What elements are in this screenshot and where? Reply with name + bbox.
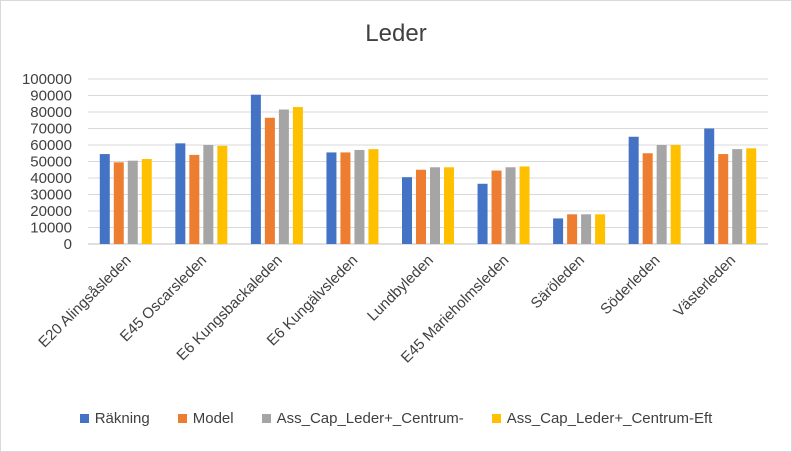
y-tick-label: 100000 xyxy=(22,71,72,88)
legend-label: Model xyxy=(192,410,234,427)
y-tick-label: 40000 xyxy=(30,170,72,187)
bar xyxy=(595,214,606,244)
bar xyxy=(553,218,564,244)
legend-swatch xyxy=(79,414,89,423)
bar xyxy=(264,117,275,244)
bar xyxy=(477,183,488,244)
bar xyxy=(127,160,138,244)
y-tick-label: 20000 xyxy=(30,203,72,220)
chart-title: Leder xyxy=(365,20,427,47)
x-tick-label: Västerleden xyxy=(670,252,739,321)
bar xyxy=(567,214,578,244)
legend-item: Räkning xyxy=(79,410,150,427)
bar xyxy=(430,167,440,244)
bar xyxy=(189,154,200,244)
bar xyxy=(175,143,186,244)
bar xyxy=(326,152,337,244)
bar xyxy=(519,166,530,244)
legend-item: Ass_Cap_Leder+_Centrum-Eft xyxy=(491,410,713,427)
y-tick-label: 80000 xyxy=(30,104,72,121)
bar xyxy=(203,145,214,244)
x-tick-label: Lundbyleden xyxy=(364,252,437,325)
bar xyxy=(354,149,365,244)
bar xyxy=(656,145,667,244)
legend-swatch xyxy=(177,414,187,423)
bar xyxy=(217,145,228,244)
y-tick-label: 0 xyxy=(64,236,72,253)
bar xyxy=(628,136,639,244)
bar xyxy=(718,154,729,244)
legend-swatch xyxy=(261,414,271,423)
bar xyxy=(141,159,152,244)
bar xyxy=(416,169,426,244)
legend-label: Ass_Cap_Leder+_Centrum- xyxy=(276,410,464,427)
legend-swatch xyxy=(491,414,501,423)
y-tick-label: 60000 xyxy=(30,137,72,154)
bar xyxy=(340,152,351,244)
bar xyxy=(732,149,743,244)
bar xyxy=(491,170,502,244)
y-tick-label: 50000 xyxy=(30,154,72,171)
legend-item: Model xyxy=(177,410,234,427)
y-tick-label: 10000 xyxy=(30,220,72,237)
bar xyxy=(642,153,653,244)
x-tick-label: Säröleden xyxy=(528,252,588,312)
bar xyxy=(704,128,715,244)
bar xyxy=(444,167,454,244)
bar xyxy=(99,154,110,244)
bar xyxy=(505,167,516,244)
y-tick-label: 30000 xyxy=(30,187,72,204)
legend-label: Räkning xyxy=(94,410,150,427)
bar xyxy=(670,145,681,244)
y-tick-label: 90000 xyxy=(30,88,72,105)
bar xyxy=(402,177,412,244)
legend-label: Ass_Cap_Leder+_Centrum-Eft xyxy=(506,410,713,427)
bar xyxy=(292,107,303,244)
bar xyxy=(581,214,592,244)
bar xyxy=(368,149,379,244)
bar xyxy=(746,148,757,244)
bar xyxy=(278,109,289,245)
bar xyxy=(250,94,261,244)
y-tick-label: 70000 xyxy=(30,121,72,138)
legend: Räkning Model Ass_Cap_Leder+_Centrum- Ass_C… xyxy=(0,410,792,427)
legend-item: Ass_Cap_Leder+_Centrum- xyxy=(261,410,464,427)
x-tick-label: Söderleden xyxy=(597,252,663,318)
bar xyxy=(113,162,124,244)
